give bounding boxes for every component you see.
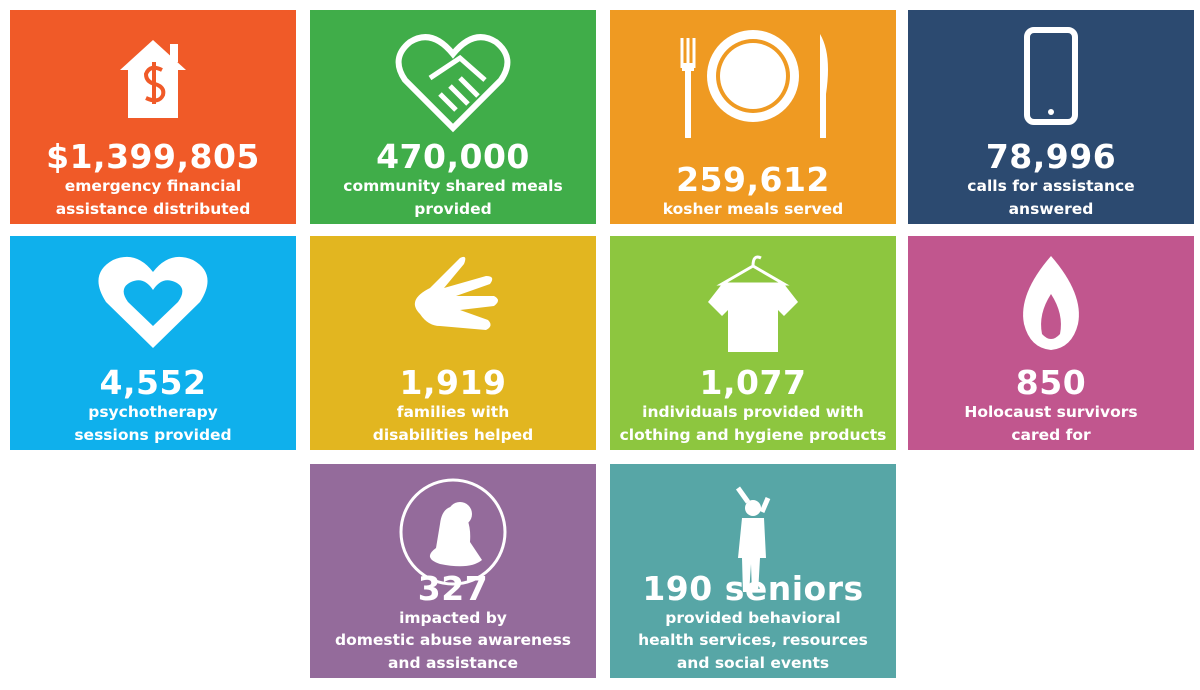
stat-description: and assistance	[387, 653, 519, 672]
stat-description: impacted by	[399, 608, 507, 627]
tile-icon	[735, 486, 771, 592]
tile-icon	[395, 34, 511, 133]
stat-description: sessions provided	[74, 425, 232, 444]
stat-tile: 259,612 kosher meals served	[610, 10, 896, 224]
stat-tile: 327 impacted by domestic abuse awareness an…	[310, 464, 596, 678]
stat-figure: 78,996	[985, 137, 1117, 176]
tile-icon	[98, 256, 208, 348]
stat-description: kosher meals served	[662, 199, 844, 218]
tile-icon	[399, 478, 507, 586]
stat-tile: 78,996 calls for assistance answered	[908, 10, 1194, 224]
stat-figure: 1,919	[399, 363, 507, 402]
stat-figure: 850	[1015, 363, 1087, 402]
stat-description: assistance distributed	[55, 199, 251, 218]
tile-icon	[1023, 256, 1079, 350]
stat-description: answered	[1008, 199, 1094, 218]
stat-description: domestic abuse awareness	[334, 631, 572, 649]
stat-description: provided	[414, 199, 492, 218]
tile-text: 470,000 community shared meals provided	[310, 139, 596, 220]
stat-description: Holocaust survivors	[964, 403, 1138, 421]
stat-description: cared for	[1011, 425, 1091, 444]
stat-description: individuals provided with	[642, 403, 864, 421]
stat-tile: $1,399,805 emergency financial assistance …	[10, 10, 296, 224]
tile-icon	[414, 256, 498, 330]
stat-figure: 327	[417, 568, 489, 608]
stat-figure: 259,612	[676, 159, 830, 199]
tile-text: 4,552 psychotherapy sessions provided	[10, 365, 296, 446]
stat-figure: 190 seniors	[642, 568, 864, 608]
tile-icon	[708, 255, 798, 352]
tile-icon	[680, 30, 828, 138]
tile-text: 259,612 kosher meals served	[610, 159, 896, 221]
stat-tile: 470,000 community shared meals provided	[310, 10, 596, 224]
stat-tile: 190 seniors provided behavioral health ser…	[610, 464, 896, 678]
tile-text: 1,919 families with disabilities helped	[310, 365, 596, 446]
stat-tile: 1,919 families with disabilities helped	[310, 236, 596, 450]
tile-text: 1,077 individuals provided with clothing a…	[610, 365, 896, 446]
tile-text: $1,399,805 emergency financial assistance …	[10, 139, 296, 220]
tile-text: 327 impacted by domestic abuse awareness an…	[310, 568, 596, 675]
stat-tile: 4,552 psychotherapy sessions provided	[10, 236, 296, 450]
stat-description: and social events	[676, 653, 830, 672]
stat-description: families with	[396, 403, 510, 421]
tile-text: 850 Holocaust survivors cared for	[908, 365, 1194, 446]
stat-figure: 470,000	[376, 137, 530, 176]
stat-description: clothing and hygiene products	[619, 425, 887, 444]
stat-description: health services, resources	[638, 631, 868, 649]
stat-description: disabilities helped	[372, 425, 534, 444]
stat-figure: $1,399,805	[46, 137, 260, 176]
stat-description: calls for assistance	[967, 177, 1135, 195]
tile-text: 78,996 calls for assistance answered	[908, 139, 1194, 220]
stat-tile: 1,077 individuals provided with clothing a…	[610, 236, 896, 450]
tile-icon	[1024, 27, 1078, 125]
stat-figure: 4,552	[99, 363, 207, 402]
stat-description: provided behavioral	[665, 608, 841, 627]
stat-figure: 1,077	[699, 363, 807, 402]
tile-icon	[120, 40, 186, 118]
tile-text: 190 seniors provided behavioral health ser…	[610, 568, 896, 675]
stat-description: psychotherapy	[88, 403, 218, 421]
stat-tile: 850 Holocaust survivors cared for	[908, 236, 1194, 450]
stat-description: community shared meals	[343, 177, 563, 195]
stat-description: emergency financial	[64, 177, 242, 195]
